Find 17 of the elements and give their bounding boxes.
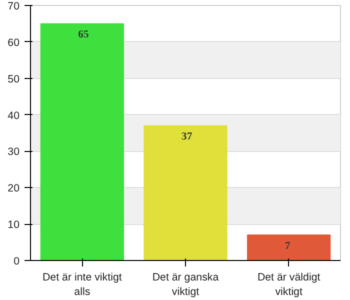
x-tick-label: Det är inte viktigt alls <box>42 272 122 298</box>
y-tick-label: 30 <box>8 146 20 158</box>
y-tick-label: 10 <box>8 219 20 232</box>
y-tick-label: 20 <box>8 182 20 195</box>
bar <box>40 23 124 260</box>
y-tick-label: 0 <box>14 256 20 268</box>
bar <box>247 234 331 260</box>
data-label: 65 <box>78 30 89 41</box>
bar <box>144 125 228 260</box>
y-tick-label: 70 <box>8 0 20 12</box>
data-label: 37 <box>182 132 193 143</box>
y-tick-label: 40 <box>8 110 20 122</box>
data-label: 7 <box>284 241 291 252</box>
x-tick-label: Det är ganska viktigt <box>152 272 219 298</box>
y-tick-label: 60 <box>8 36 20 49</box>
x-tick-label: Det är väldigt viktigt <box>257 272 320 298</box>
y-tick-label: 50 <box>8 73 20 86</box>
